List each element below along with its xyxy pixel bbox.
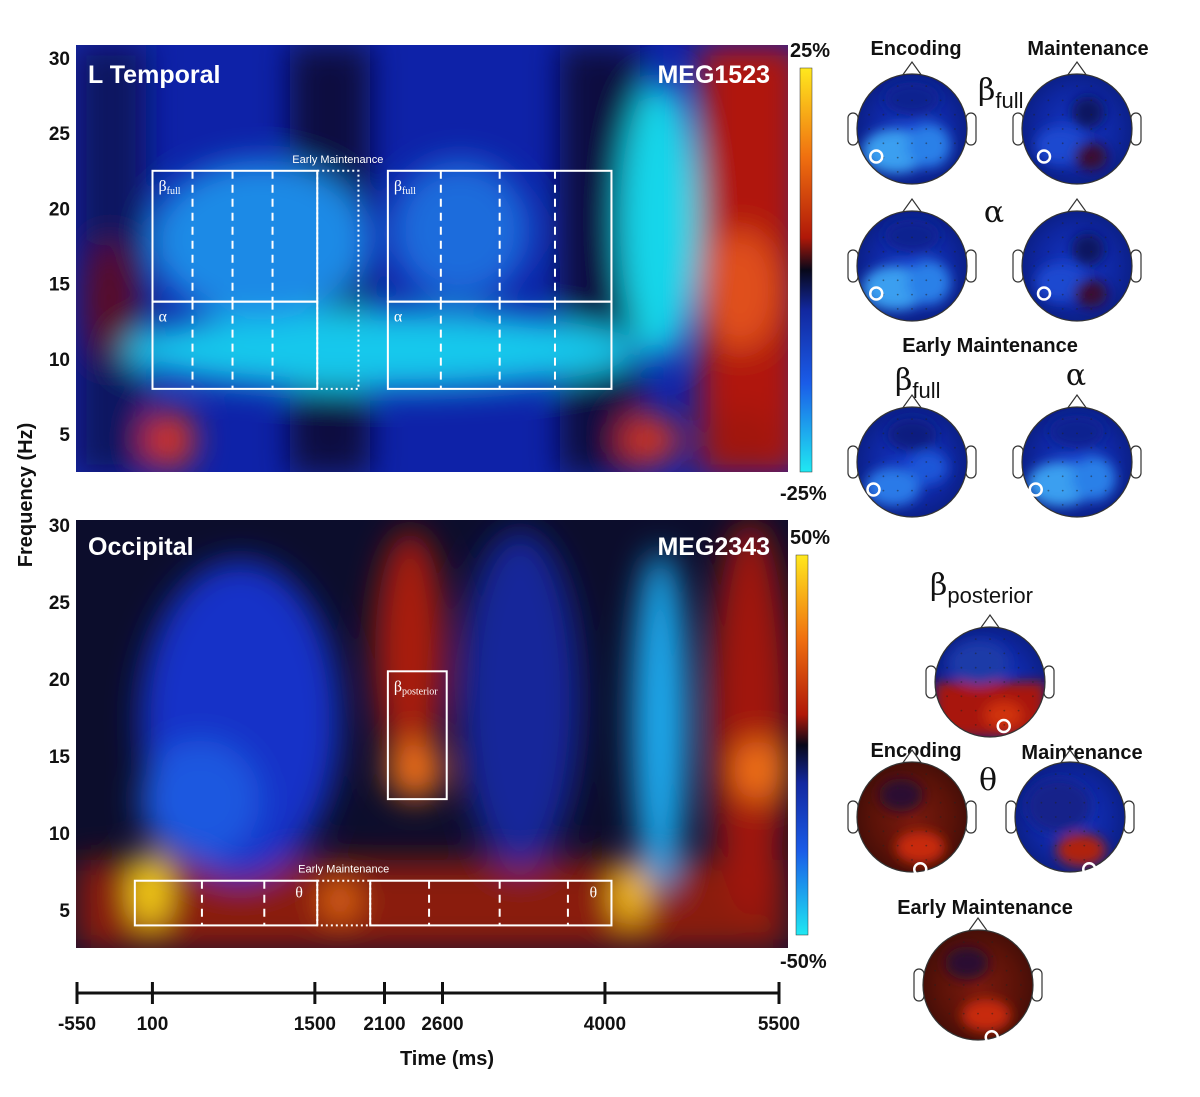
top-window-encoding [151,300,319,390]
topo-theta-early-label: Early Maintenance [897,897,1073,919]
topo-theta-encoding-label: Encoding [870,740,961,762]
top-ytick-label: 15 [49,275,71,296]
time-tick-label: 1500 [294,1014,336,1035]
top-sensor-label: MEG1523 [657,61,770,89]
time-tick-label: 5500 [758,1014,800,1035]
top-window-label: βfull [158,178,180,197]
topo-early-alpha-symbol: α [1066,358,1086,393]
top-ytick-label: 25 [49,124,71,145]
bottom-window-label: θ [589,885,597,902]
top-ytick-label: 10 [49,350,70,371]
sensor-marker [984,1030,999,1045]
topo-beta-full-symbol: βfull [978,73,1023,113]
topo-early-maintenance-label: Early Maintenance [902,335,1078,357]
bottom-ytick-label: 20 [49,670,70,691]
topo-maintenance-beta [1012,60,1142,185]
bottom-early-maintenance-label: Early Maintenance [298,864,389,876]
topo-maintenance-alpha [1012,197,1142,322]
top-heatmap-blobs [76,45,788,472]
top-colorbar [799,67,813,473]
bottom-window-posterior [386,670,448,801]
bottom-heatmap-blobs [76,520,788,948]
sensor-marker [913,862,928,877]
top-window-early [316,169,360,390]
sensor-marker [869,149,884,164]
bottom-window-maintenance [369,879,613,927]
bottom-ytick-label: 10 [49,824,70,845]
time-tick-label: 2100 [363,1014,405,1035]
y-axis-label: Frequency (Hz) [15,423,37,567]
time-tick-label: 4000 [584,1014,626,1035]
bottom-windows: βposterior θ θ Early Maintenance [133,670,613,927]
top-window-label: βfull [394,178,416,197]
sensor-marker [1082,862,1097,877]
topo-beta-posterior [925,613,1055,738]
sensor-marker [1036,149,1052,164]
bottom-window-encoding [133,879,319,927]
top-panel-title: L Temporal [88,61,220,89]
top-colorbar-max: 25% [790,40,830,62]
topo-encoding-beta [847,60,977,185]
topo-early-beta-symbol: βfull [895,363,940,403]
bottom-ytick-label: 15 [49,747,71,768]
time-tick-label: 2600 [421,1014,463,1035]
bottom-colorbar-min: -50% [780,951,827,973]
top-ytick-label: 5 [59,425,70,446]
bottom-window-label: θ [295,885,303,902]
sensor-marker [1036,286,1052,301]
topo-early-beta [847,393,977,518]
topo-alpha-symbol: α [984,195,1004,230]
bottom-ytick-label: 30 [49,516,70,537]
bottom-colorbar [795,554,809,936]
top-window-label: α [158,309,167,326]
time-tick-label: 100 [137,1014,169,1035]
sensor-marker [869,286,884,301]
topo-early-alpha [1012,393,1142,518]
sensor-marker [866,482,881,497]
bottom-ytick-label: 25 [49,593,71,614]
top-window-label: α [394,309,403,326]
bottom-ytick-label: 5 [59,901,70,922]
time-axis-label: Time (ms) [400,1048,494,1070]
bottom-panel-title: Occipital [88,533,194,561]
bottom-window-label: βposterior [394,678,438,697]
topo-theta-maintenance [1005,748,1135,877]
time-axis: -550 100 1500 2100 2600 4000 5500 Time (ms) [58,982,800,1070]
bottom-sensor-label: MEG2343 [657,533,770,561]
topo-theta-early [913,916,1043,1045]
topo-maintenance-label: Maintenance [1027,38,1148,60]
top-y-ticks: 30 25 20 15 10 5 [49,49,71,446]
topo-encoding-alpha [847,197,977,322]
bottom-y-ticks: 30 25 20 15 10 5 [49,516,71,922]
bottom-colorbar-max: 50% [790,527,830,549]
sensor-marker [996,718,1011,734]
sensor-marker [1028,482,1043,497]
top-ytick-label: 30 [49,49,70,70]
topomaps-bottom: βposterior Encoding Maintenance θ Early … [847,568,1143,1045]
top-colorbar-min: -25% [780,483,827,505]
bottom-heatmap: Occipital MEG2343 βposterior θ θ Early Main… [76,520,788,948]
time-tick-label: -550 [58,1014,96,1035]
topo-encoding-label: Encoding [870,38,961,60]
topo-theta-encoding [847,748,977,877]
topomaps-top: Encoding Maintenance βfull α Early Maint… [847,38,1149,518]
top-windows: βfull α βfull α Early Maintenance [151,154,613,390]
topo-theta-symbol: θ [979,763,997,798]
topo-beta-posterior-symbol: βposterior [930,568,1033,608]
top-heatmap: L Temporal MEG1523 βfull α βfull α Early Mai… [76,45,788,472]
topo-theta-maintenance-label: Maintenance [1021,742,1142,764]
top-early-maintenance-label: Early Maintenance [292,154,383,166]
time-axis-ticks: -550 100 1500 2100 2600 4000 5500 [58,982,800,1035]
top-ytick-label: 20 [49,199,70,220]
